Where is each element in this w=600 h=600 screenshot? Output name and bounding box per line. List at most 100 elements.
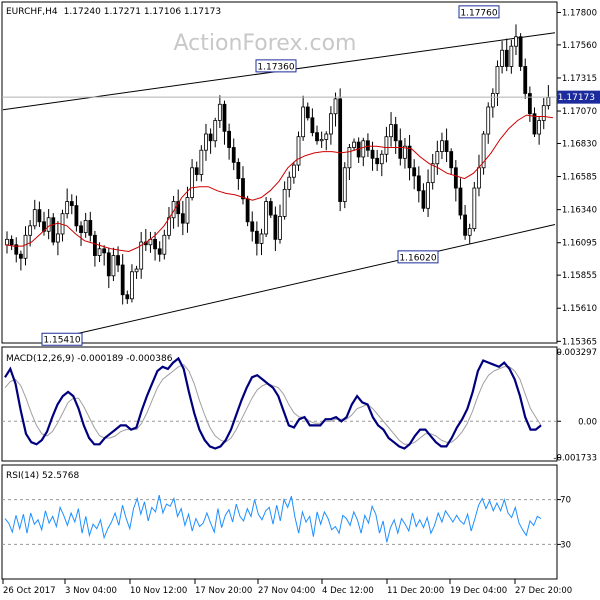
candle-body xyxy=(139,241,144,270)
time-tick-label: 3 Nov 04:00 xyxy=(65,586,117,596)
candle-body xyxy=(458,187,463,216)
candle-body xyxy=(384,136,389,155)
annotation-box xyxy=(397,250,439,264)
candle-body xyxy=(106,252,111,277)
candle-body xyxy=(74,205,79,227)
candle-body xyxy=(342,167,347,202)
rsi-panel: RSI(14) 52.5768 70 30 xyxy=(1,464,571,580)
candle-body xyxy=(527,93,532,115)
candle-body xyxy=(398,140,403,159)
candles xyxy=(5,24,551,305)
time-tick-label: 10 Nov 12:00 xyxy=(130,586,187,596)
candle-body xyxy=(426,182,430,209)
candle-body xyxy=(366,140,370,151)
macd-title: MACD(12,26,9) -0.000189 -0.000386 xyxy=(6,354,173,364)
time-axis: 26 Oct 2017 3 Nov 04:00 10 Nov 12:00 17 Nov… xyxy=(2,579,572,596)
candle-body xyxy=(477,167,481,189)
candle-body xyxy=(245,198,250,223)
candle-body xyxy=(23,234,28,259)
time-tick-label: 27 Nov 04:00 xyxy=(258,586,315,596)
candle-body xyxy=(416,175,421,192)
annotation-box xyxy=(458,5,500,19)
price-tick-label: 1.16340 xyxy=(562,206,597,216)
macd-panel-frame xyxy=(1,346,558,462)
candle-body xyxy=(287,176,292,190)
macd-tick-label: 0.00 xyxy=(578,417,597,427)
price-tick-label: 1.16830 xyxy=(562,139,597,149)
candle-body xyxy=(500,49,505,67)
candle-body xyxy=(532,113,537,135)
annotation-label: 1.17760 xyxy=(460,8,497,18)
candle-body xyxy=(467,228,472,236)
candle-body xyxy=(204,133,208,151)
watermark: ActionForex.com xyxy=(174,31,357,56)
candle-body xyxy=(18,253,23,259)
time-tick-label: 26 Oct 2017 xyxy=(3,586,56,596)
candle-body xyxy=(453,167,458,189)
current-price-marker: 1.17173 xyxy=(557,90,600,104)
candle-body xyxy=(88,220,93,236)
rsi-tick-label: 30 xyxy=(560,540,571,550)
candle-body xyxy=(514,36,518,47)
candle-body xyxy=(97,248,102,256)
candle-body xyxy=(328,113,333,135)
candle-body xyxy=(236,161,241,179)
candle-body xyxy=(69,201,74,206)
candle-body xyxy=(481,133,486,169)
candle-body xyxy=(254,230,259,244)
price-tick-label: 1.17315 xyxy=(562,74,597,84)
price-panel-frame xyxy=(1,1,558,344)
candle-body xyxy=(46,217,51,232)
candle-body xyxy=(407,145,412,169)
price-tick-label: 1.15365 xyxy=(562,337,597,347)
candle-body xyxy=(213,120,218,142)
time-tick-label: 27 Dec 20:00 xyxy=(515,586,572,596)
candle-body xyxy=(495,66,500,94)
candle-body xyxy=(83,220,88,234)
candle-body xyxy=(361,140,366,158)
candle-body xyxy=(440,140,444,152)
candle-body xyxy=(264,201,269,235)
candle-body xyxy=(449,151,454,169)
candle-body xyxy=(347,147,352,169)
candle-body xyxy=(65,201,70,215)
candle-body xyxy=(217,103,222,121)
candle-body xyxy=(180,213,185,224)
candle-body xyxy=(227,130,232,148)
candle-body xyxy=(444,140,449,152)
candle-body xyxy=(403,145,407,159)
candle-body xyxy=(296,136,301,166)
candle-body xyxy=(523,66,528,94)
candle-body xyxy=(37,209,42,223)
candle-body xyxy=(389,124,393,138)
candle-body xyxy=(310,117,315,134)
price-tick-label: 1.17070 xyxy=(562,107,597,117)
candle-body xyxy=(55,233,60,243)
ohlc-values: 1.17240 1.17271 1.17106 1.17173 xyxy=(64,7,221,17)
symbol-label: EURCHF,H4 xyxy=(6,7,58,17)
macd-tick-label: -0.001733 xyxy=(553,454,597,464)
price-axis: 1.17800 1.17560 1.17315 1.17070 1.16830 1.165… xyxy=(557,8,597,347)
candle-body xyxy=(490,93,495,108)
macd-signal-line xyxy=(4,364,542,445)
candle-body xyxy=(125,294,130,300)
candle-body xyxy=(28,225,33,236)
price-tick-label: 1.17560 xyxy=(562,41,597,51)
candle-body xyxy=(5,238,9,246)
candle-body xyxy=(509,45,514,67)
rsi-tick-label: 70 xyxy=(560,496,571,506)
candle-body xyxy=(393,124,398,142)
candle-body xyxy=(102,248,107,254)
candle-body xyxy=(273,214,278,240)
candle-body xyxy=(315,132,319,142)
candle-body xyxy=(486,106,491,135)
candle-body xyxy=(176,201,181,215)
candle-body xyxy=(291,164,296,178)
current-price-value: 1.17173 xyxy=(558,93,595,103)
price-tick-label: 1.16095 xyxy=(562,239,597,249)
candle-body xyxy=(208,133,213,142)
candle-body xyxy=(134,268,139,273)
candle-body xyxy=(379,153,384,165)
candle-body xyxy=(472,187,477,229)
